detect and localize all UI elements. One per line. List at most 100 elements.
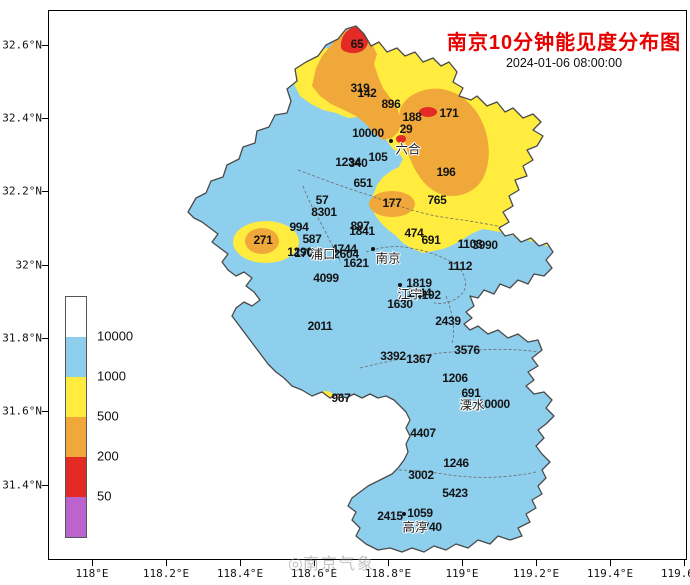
central-orange-patch [369,191,415,217]
legend-threshold-label: 500 [97,408,119,424]
x-tick-label: 118.8°E [364,567,412,580]
station-value-label: 57 [315,193,329,207]
district-name-label: 高淳 [402,520,428,535]
station-value-label: 105 [368,150,388,164]
y-tick-label: 32.6°N [2,38,42,52]
longitude-axis: 118°E 118.2°E 118.4°E 118.6°E 118.8°E 119°E 11… [0,560,690,585]
station-value-label: 1819 [406,276,432,290]
x-tick-label: 118.4°E [216,567,264,580]
red-dot-east [419,107,437,117]
y-tick-mark [42,265,48,266]
station-value-label: 1367 [406,352,432,366]
legend-threshold-label: 10000 [97,328,134,344]
station-value-label: 2415 [377,509,403,523]
watermark-logo-icon: ◎ [288,554,303,573]
station-value-label: 4192 [415,288,441,302]
y-tick-label: 32.2°N [2,184,42,198]
legend-color-segment [66,337,86,377]
map-title: 南京10分钟能见度分布图 [446,32,682,54]
station-value-label: 2740 [416,520,442,534]
y-tick-label: 31.4°N [2,478,42,492]
station-value-label: 65 [350,37,364,51]
station-value-label: 1234 [335,155,361,169]
district-boundary [359,348,539,369]
station-value-label: 651 [353,176,373,190]
x-tick-label: 118.6°E [290,567,338,580]
legend-threshold-label: 200 [97,448,119,464]
station-value-label: 188 [402,110,422,124]
legend-color-segment [66,297,86,337]
station-value-label: 691 [421,233,441,247]
station-value-label: 171 [439,106,459,120]
district-boundary [365,246,466,304]
watermark-text: 南京气象 [302,556,375,573]
legend-color-segment [66,457,86,497]
station-value-label: 1841 [349,224,375,238]
red-dot-center [396,135,406,143]
station-value-label: 196 [436,165,456,179]
x-tick-label: 118°E [75,567,109,580]
station-value-label: 2011 [307,319,333,333]
district-name-label: 六合 [395,142,421,157]
y-tick-label: 31.8°N [2,331,42,345]
city-marker-dot [389,139,393,143]
x-tick-label: 119.4°E [586,567,634,580]
x-tick-mark [92,560,93,566]
x-tick-mark [314,560,315,566]
x-tick-label: 119°E [445,567,479,580]
station-value-label: 10000 [352,126,384,140]
x-tick-mark [462,560,463,566]
city-marker-dot [371,247,375,251]
station-value-label: 3990 [472,238,498,252]
station-value-label: 1703 [294,246,320,260]
y-tick-mark [42,485,48,486]
y-tick-mark [42,338,48,339]
station-value-label: 967 [331,391,351,405]
station-value-label: 10000 [478,397,510,411]
station-value-label: 29 [399,122,413,136]
station-value-label: 765 [427,193,447,207]
y-tick-mark [42,191,48,192]
legend-threshold-label: 1000 [97,368,126,384]
station-value-label: 1112 [447,259,473,273]
x-tick-mark [388,560,389,566]
station-value-label: 271 [253,233,273,247]
city-markers [371,139,406,516]
x-tick-mark [684,560,685,566]
station-value-label: 1059 [407,506,433,520]
station-value-label: 3392 [380,349,406,363]
watermark: ◎南京气象 [288,550,375,574]
station-value-label: 3576 [454,343,480,357]
district-name-label: 江宁 [397,287,423,302]
station-value-label: 4099 [313,271,339,285]
y-tick-mark [42,45,48,46]
station-value-label: 4407 [410,426,436,440]
station-value-label: 1246 [443,456,469,470]
y-tick-mark [42,118,48,119]
y-tick-label: 32°N [15,258,43,272]
station-value-label: 474 [404,226,424,240]
district-boundary [445,295,454,345]
x-tick-label: 119.6°E [660,567,690,580]
station-value-label: 896 [381,97,401,111]
station-value-label: 1206 [442,371,468,385]
station-value-label: 2604 [333,247,359,261]
station-value-label: 319 [350,81,370,95]
station-value-label: 994 [289,220,309,234]
x-tick-mark [166,560,167,566]
station-value-label: 897 [350,219,370,233]
station-value-label: 1103 [457,237,483,251]
station-value-label: 691 [461,386,481,400]
station-value-label: 1630 [387,297,413,311]
station-value-label: 2439 [435,314,461,328]
legend-color-segment [66,417,86,457]
station-value-label: 142 [357,86,377,100]
x-tick-label: 119.2°E [512,567,560,580]
legend-threshold-label: 50 [97,488,112,504]
x-tick-mark [610,560,611,566]
district-name-label: 南京 [375,251,401,266]
district-name-label: 浦口 [310,247,336,262]
station-value-label: 1621 [343,256,369,270]
station-value-label: 4744 [331,242,357,256]
station-value-label: 5423 [442,486,468,500]
